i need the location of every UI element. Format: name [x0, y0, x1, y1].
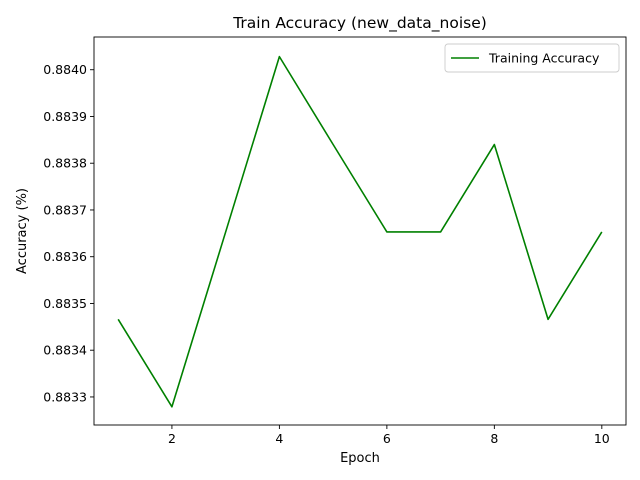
- y-tick-label: 0.8837: [43, 202, 87, 217]
- y-tick-label: 0.8838: [43, 156, 87, 171]
- y-tick-label: 0.8834: [43, 343, 87, 358]
- y-tick-label: 0.8833: [43, 389, 87, 404]
- x-axis: 2 4 6 8 10: [168, 425, 610, 446]
- series-layer: [117, 55, 603, 408]
- axes-frame: [93, 36, 627, 426]
- legend-box: [444, 43, 620, 73]
- y-tick-label: 0.8835: [43, 296, 87, 311]
- y-tick-label: 0.8839: [43, 109, 87, 124]
- series-line-0: [117, 55, 603, 408]
- legend: Training Accuracy: [444, 43, 620, 73]
- x-tick-label: 8: [490, 431, 498, 446]
- x-tick-label: 6: [383, 431, 391, 446]
- x-tick-label: 10: [594, 431, 610, 446]
- legend-label: Training Accuracy: [488, 51, 600, 66]
- y-axis: 0.8833 0.8834 0.8835 0.8836 0.8837 0.8838 0.88…: [43, 62, 94, 404]
- x-tick-label: 2: [168, 431, 176, 446]
- plot-area: [93, 36, 627, 426]
- x-tick-label: 4: [275, 431, 283, 446]
- x-axis-label: Epoch: [340, 451, 380, 466]
- chart-title: Train Accuracy (new_data_noise): [232, 14, 487, 33]
- y-axis-label: Accuracy (%): [15, 188, 30, 274]
- y-tick-label: 0.8840: [43, 62, 87, 77]
- y-tick-label: 0.8836: [43, 249, 87, 264]
